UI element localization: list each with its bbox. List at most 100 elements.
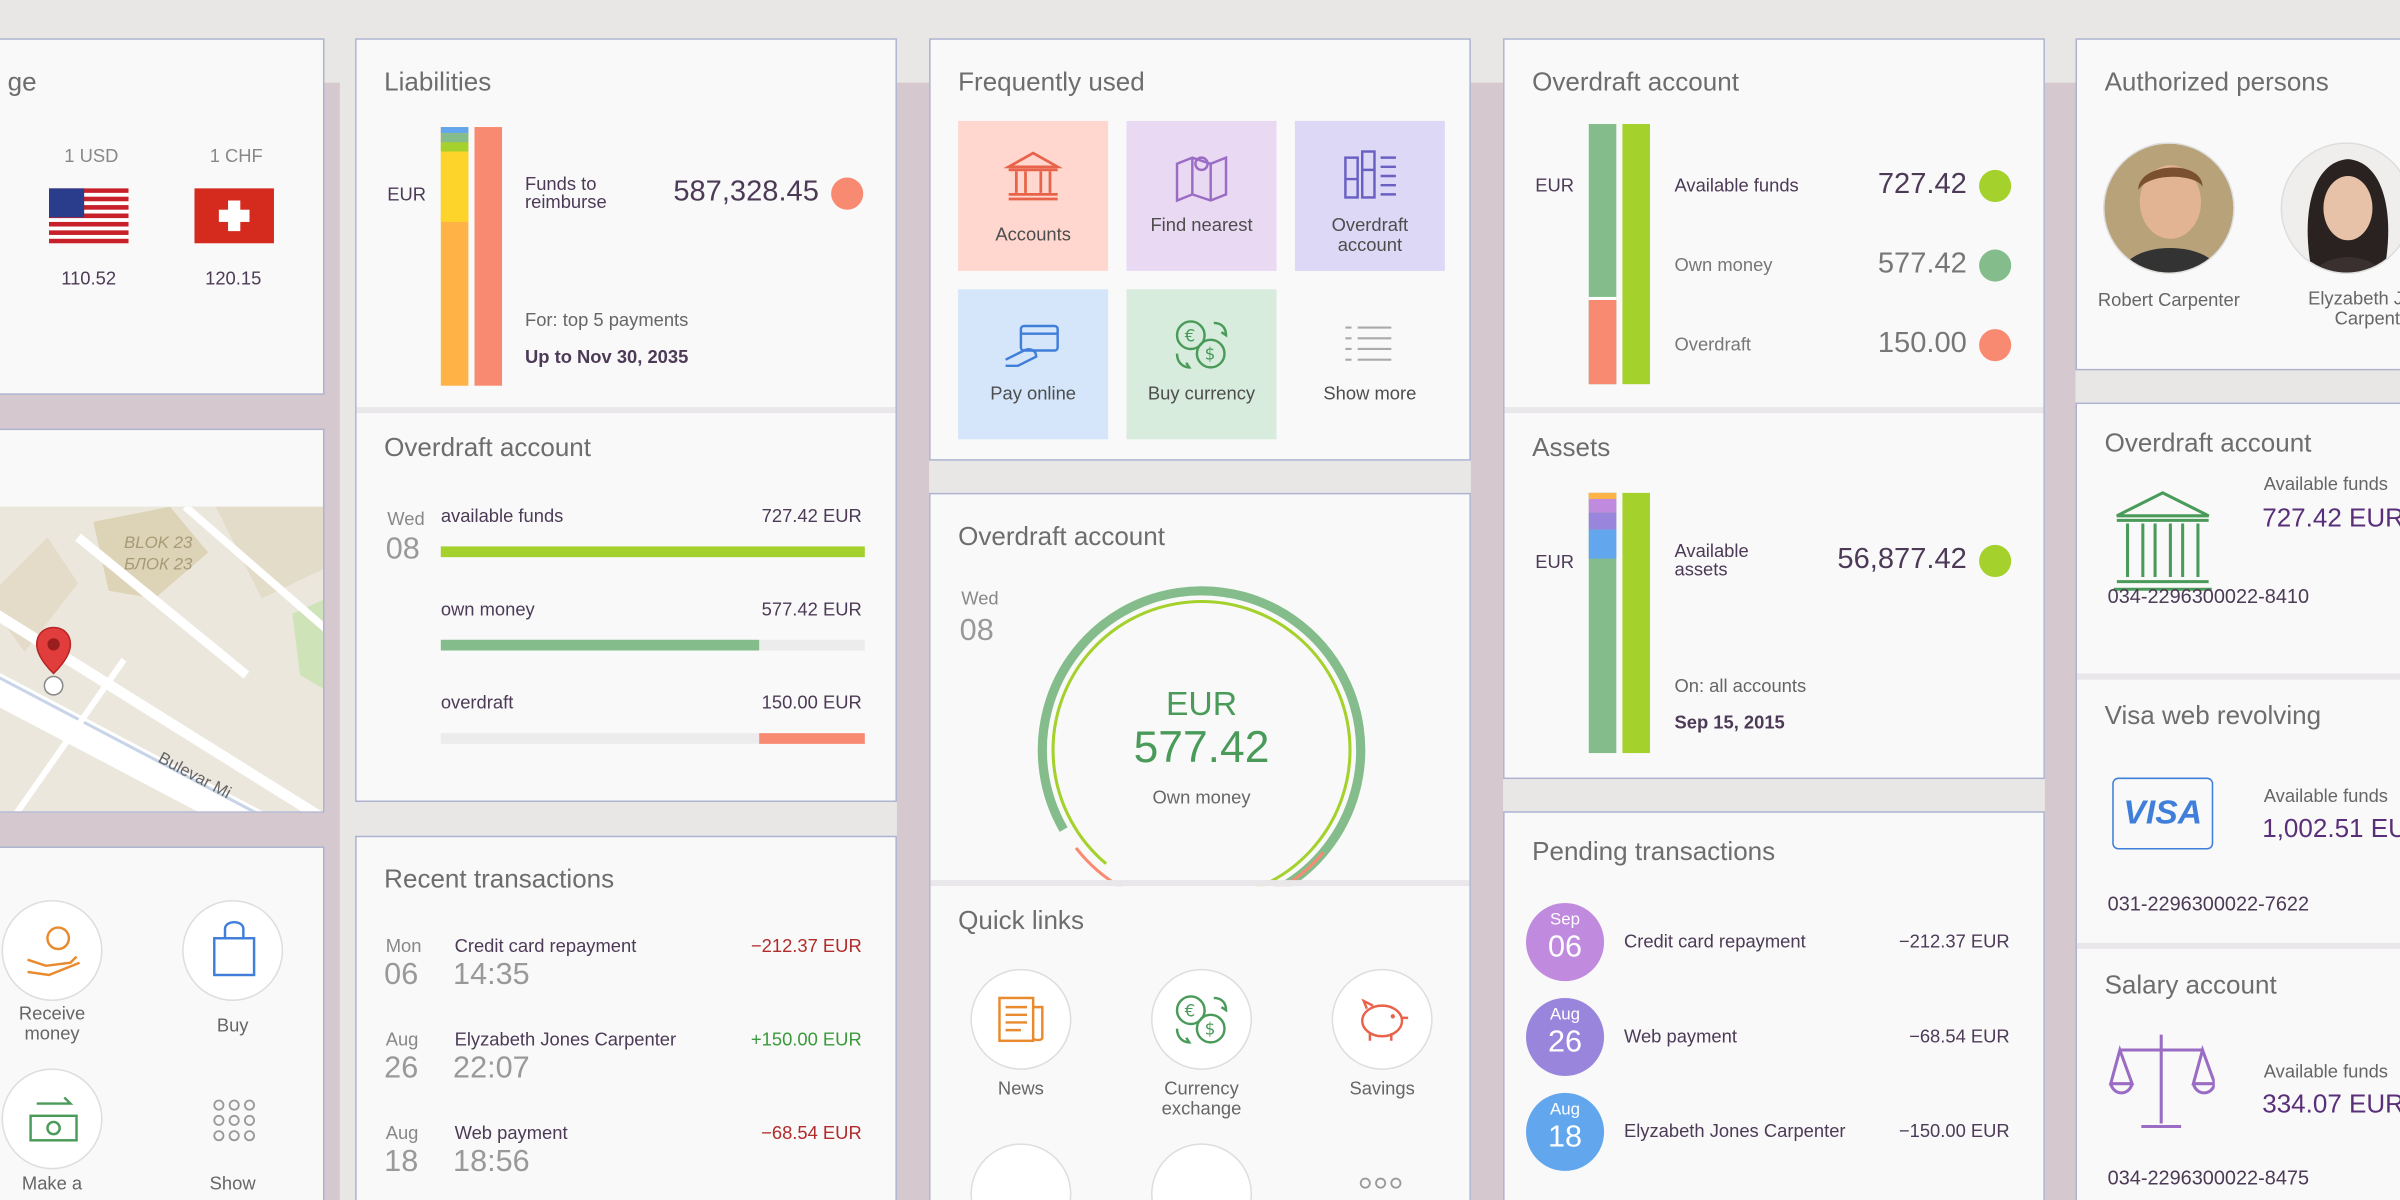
quick-link-button[interactable] (970, 1143, 1072, 1200)
tile-currency-exchange[interactable]: € $ Buy currency (1126, 289, 1277, 440)
currency-label: EUR (1535, 551, 1574, 573)
exchange-rate-card[interactable]: ge 1 USD 1 CHF 110.52 120.15 (0, 38, 325, 395)
account-title: Visa web revolving (2104, 701, 2322, 731)
day: 18 (384, 1144, 419, 1179)
status-dot (831, 177, 864, 210)
make-payment-button[interactable] (1, 1068, 103, 1170)
quick-link-piggy-bank[interactable] (1331, 968, 1433, 1070)
svg-text:€: € (1185, 325, 1196, 345)
bar-label: overdraft (440, 691, 514, 714)
overdraft-stack-card[interactable]: Overdraft account EUR Available funds 727… (1503, 38, 2045, 780)
stacked-bar (1588, 492, 1617, 754)
receive-money-label: Receive money (18, 1002, 86, 1044)
weekday: Wed (387, 508, 425, 530)
quick-link-currency-exchange[interactable]: € $ (1151, 968, 1253, 1070)
authorized-persons-card[interactable]: Authorized persons Robert Carpenter Elyz… (2075, 38, 2400, 371)
bank-icon (2111, 488, 2215, 603)
tile-list[interactable]: Show more (1294, 289, 1445, 440)
row-value: 150.00 (1877, 327, 1967, 360)
bar-value: 727.42 EUR (761, 505, 862, 527)
section-title: Quick links (958, 906, 1084, 936)
quick-link-label: News (997, 1077, 1044, 1099)
month: Sep (1550, 910, 1581, 930)
card-title: Overdraft account (958, 521, 1165, 552)
overdraft-bars-section[interactable]: Overdraft account Wed 08 available funds… (356, 413, 896, 801)
day: 08 (385, 532, 420, 567)
overdraft-gauge-card[interactable]: Overdraft account Wed 08 EUR 577.42 Own … (929, 492, 1471, 1200)
account-section[interactable]: Overdraft account Available funds 727.42 E… (2077, 404, 2400, 674)
bar-fill (440, 639, 760, 651)
amount: −212.37 EUR (1898, 930, 2010, 953)
day: 06 (384, 958, 419, 992)
assets-section[interactable]: Assets EUR Available assets 56,877.42 On… (1504, 413, 2044, 778)
account-section[interactable]: Visa web revolving VISA Available funds 1,0… (2077, 679, 2400, 943)
overdraft-icon (1339, 148, 1400, 211)
recent-transactions-card[interactable]: Recent transactions Mon 06 Credit card rep… (355, 835, 897, 1200)
amount: −68.54 EUR (1909, 1025, 2010, 1047)
card-title: Recent transactions (384, 864, 615, 894)
pending-row[interactable]: Aug 18 Elyzabeth Jones Carpenter −150.00 EU… (1505, 1092, 2044, 1173)
tile-map-pin[interactable]: Find nearest (1126, 120, 1277, 271)
make-payment-label: Make a (21, 1172, 83, 1194)
amount: +150.00 EUR (750, 1028, 862, 1050)
bar-label: available funds (440, 505, 564, 527)
map-card[interactable]: BLOK 23 БЛОК 23 Bulevar Mi (0, 428, 325, 813)
receive-money-button[interactable] (1, 899, 103, 1002)
weekday: Wed (961, 587, 999, 610)
bar-value: 577.42 EUR (761, 598, 862, 620)
weekday: Aug (385, 1121, 419, 1144)
available-label: Available funds (2263, 1060, 2388, 1083)
pending-row[interactable]: Sep 06 Credit card repayment −212.37 EUR (1505, 903, 2044, 983)
tile-card-hand[interactable]: Pay online (958, 289, 1109, 440)
tile-label: Accounts (995, 223, 1071, 245)
buy-button[interactable] (182, 899, 284, 1002)
map-label: БЛОК 23 (123, 555, 193, 574)
map-view[interactable]: BLOK 23 БЛОК 23 Bulevar Mi (0, 506, 323, 812)
liabilities-amount: 587,328.45 (673, 176, 819, 209)
tile-label: Buy currency (1147, 382, 1256, 405)
account-title: Salary account (2104, 970, 2277, 1000)
bar-label: own money (440, 598, 535, 620)
note-text: For: top 5 payments (524, 309, 689, 331)
day: 06 (1548, 930, 1583, 965)
overdraft-stack-section[interactable]: Overdraft account EUR Available funds 727… (1504, 39, 2044, 408)
gauge-amount: 577.42 (1133, 723, 1270, 773)
day: 26 (384, 1051, 419, 1086)
gauge-section[interactable]: Overdraft account Wed 08 EUR 577.42 Own … (930, 494, 1470, 890)
quick-link-button[interactable] (1151, 1143, 1253, 1200)
date-badge: Aug 26 (1526, 997, 1605, 1077)
news-icon (990, 992, 1051, 1055)
transaction-row[interactable]: Mon 06 Credit card repayment 14:35 −212.37 E… (357, 932, 896, 1018)
card-title: Authorized persons (2104, 67, 2329, 97)
transaction-row[interactable]: Aug 18 Web payment 18:56 −68.54 EUR (357, 1119, 896, 1200)
avatar[interactable] (2280, 142, 2400, 274)
person-photo-icon (2282, 143, 2400, 273)
card-title: Frequently used (958, 67, 1145, 97)
bar-fill (440, 546, 865, 558)
avatar[interactable] (2103, 142, 2235, 274)
card-title: ge (7, 67, 37, 97)
quick-link-news[interactable] (970, 968, 1072, 1070)
pending-row[interactable]: Aug 26 Web payment −68.54 EUR (1505, 997, 2044, 1078)
person-name: Elyzabeth Jones Carpenter (2308, 287, 2400, 330)
more-dots-icon[interactable] (1359, 1177, 1402, 1189)
liabilities-card[interactable]: Liabilities EUR Funds to reimburse 587,3… (355, 38, 897, 803)
description: Credit card repayment (1623, 930, 1806, 953)
grid-dots-icon[interactable] (213, 1099, 256, 1142)
tile-overdraft[interactable]: Overdraft account (1294, 120, 1445, 271)
account-section[interactable]: Salary account Available funds 334.07 EUR 0… (2077, 948, 2400, 1200)
total-bar (474, 127, 503, 386)
bar-value: 150.00 EUR (761, 691, 862, 714)
liabilities-section[interactable]: Liabilities EUR Funds to reimburse 587,3… (356, 39, 896, 408)
month: Aug (1550, 1100, 1581, 1119)
date-badge: Aug 18 (1526, 1092, 1605, 1171)
amount: −150.00 EUR (1898, 1120, 2010, 1142)
status-dot (1979, 249, 2012, 282)
pending-transactions-card[interactable]: Pending transactions Sep 06 Credit card re… (1503, 811, 2045, 1200)
tile-bank[interactable]: Accounts (958, 120, 1109, 271)
map-pin-icon[interactable] (34, 624, 74, 697)
card-hand-icon (1003, 317, 1064, 380)
quick-link-label: Savings (1349, 1077, 1415, 1099)
transaction-row[interactable]: Aug 26 Elyzabeth Jones Carpenter 22:07 +150.… (357, 1026, 896, 1112)
month: Aug (1550, 1005, 1581, 1024)
